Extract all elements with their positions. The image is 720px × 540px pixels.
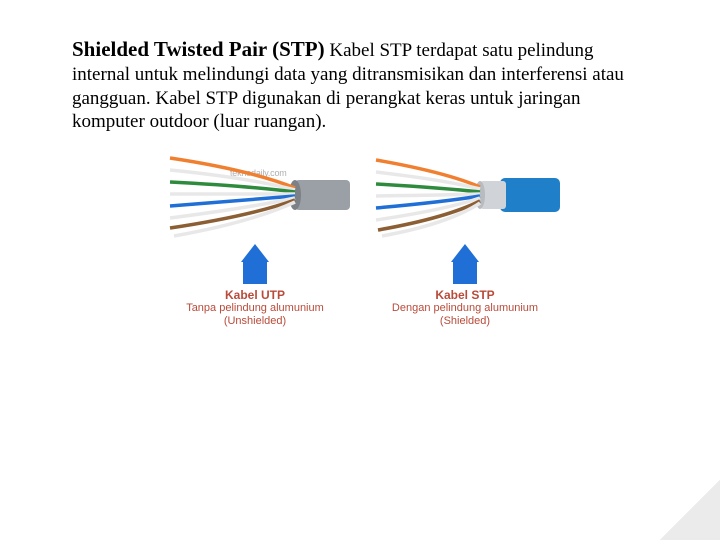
diagram-container: Kabel UTP Tanpa pelindung alumunium (Uns… (0, 150, 720, 350)
stp-label-sub1: Dengan pelindung alumunium (392, 302, 538, 315)
stp-wire (376, 194, 480, 196)
up-arrow-icon (451, 244, 479, 262)
stp-label-title: Kabel STP (435, 288, 494, 302)
text-block: Shielded Twisted Pair (STP) Kabel STP te… (72, 36, 652, 134)
arrow-stem (453, 262, 477, 284)
cable-diagram: Kabel UTP Tanpa pelindung alumunium (Uns… (160, 150, 560, 350)
up-arrow-icon (241, 244, 269, 262)
utp-label-title: Kabel UTP (225, 288, 285, 302)
stp-jacket (500, 178, 560, 212)
utp-label-sub2: (Unshielded) (224, 315, 286, 328)
paragraph: Shielded Twisted Pair (STP) Kabel STP te… (72, 36, 652, 134)
stp-cable-illustration (370, 150, 560, 240)
page-curl-shadow (660, 480, 720, 540)
stp-block: Kabel STP Dengan pelindung alumunium (Sh… (370, 150, 560, 350)
utp-cable-illustration (160, 150, 350, 240)
utp-block: Kabel UTP Tanpa pelindung alumunium (Uns… (160, 150, 350, 350)
arrow-stem (243, 262, 267, 284)
utp-label-sub1: Tanpa pelindung alumunium (186, 302, 324, 315)
utp-jacket (295, 180, 350, 210)
heading: Shielded Twisted Pair (STP) (72, 37, 325, 61)
stp-label-sub2: (Shielded) (440, 315, 490, 328)
